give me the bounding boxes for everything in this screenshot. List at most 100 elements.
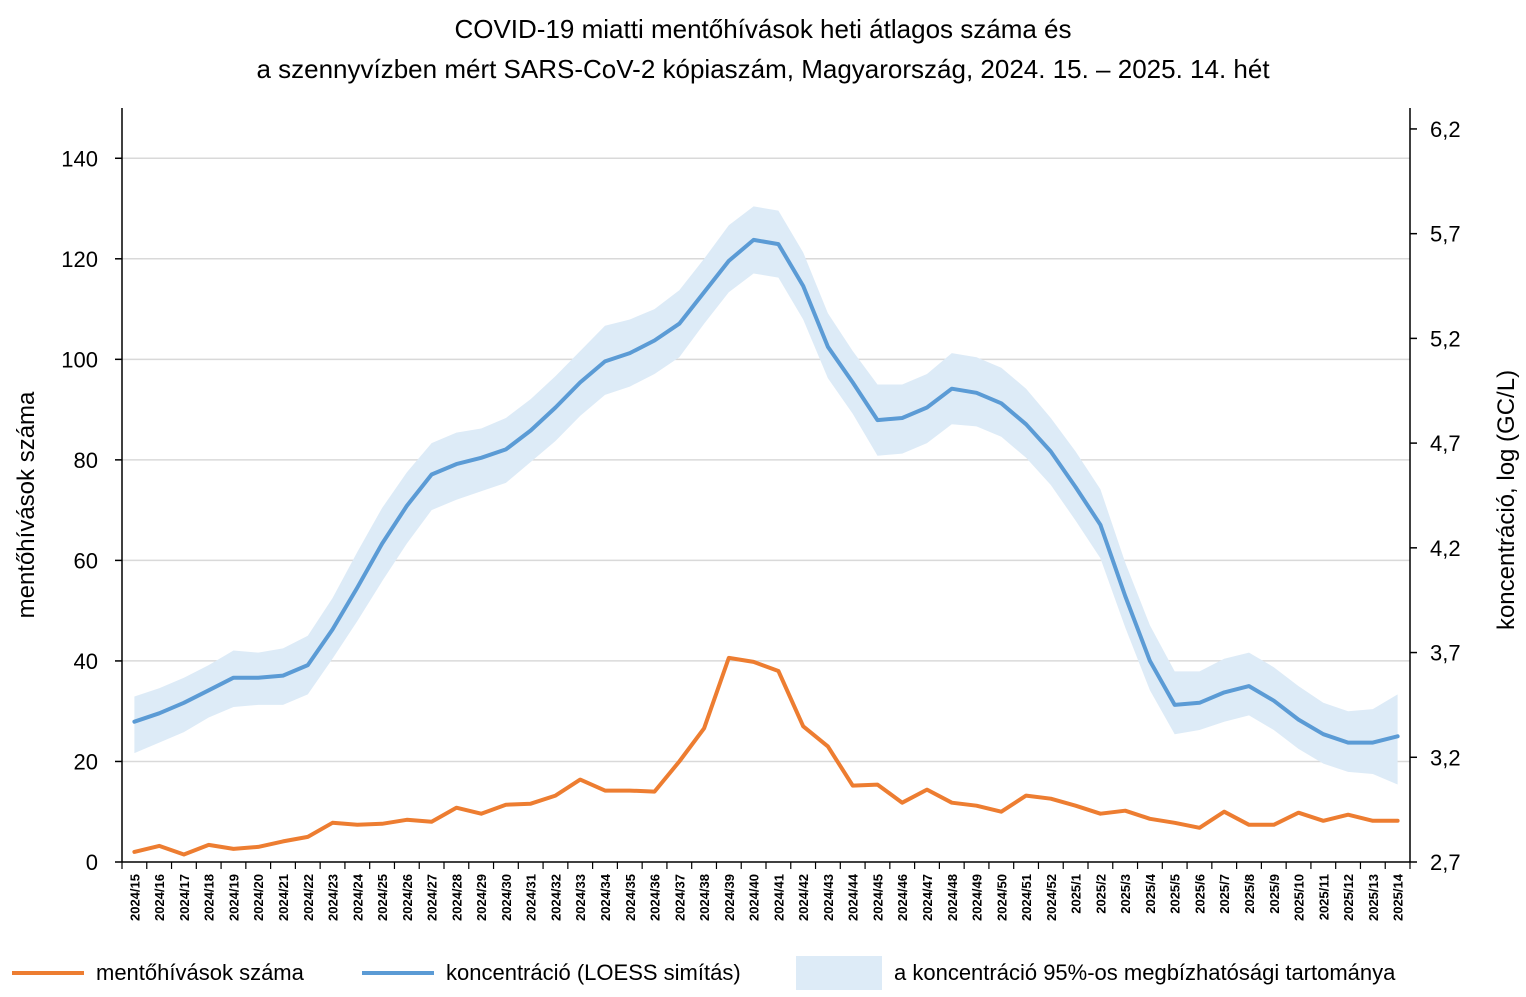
concentration-point xyxy=(975,391,979,395)
x-tick-label: 2024/17 xyxy=(177,874,192,921)
x-tick-label: 2024/52 xyxy=(1044,874,1059,921)
series-lines xyxy=(132,237,1400,857)
calls-point xyxy=(727,656,731,660)
concentration-point xyxy=(950,387,954,391)
calls-line xyxy=(132,655,1400,857)
y-tick-label: 20 xyxy=(74,749,98,774)
x-tick-label: 2024/43 xyxy=(821,874,836,921)
x-tick-label: 2025/1 xyxy=(1069,874,1084,914)
legend-label-band: a koncentráció 95%-os megbízhatósági tar… xyxy=(894,960,1396,985)
y2-tick-label: 2,7 xyxy=(1430,850,1461,875)
concentration-point xyxy=(207,688,211,692)
concentration-point xyxy=(132,720,136,724)
x-tick-label: 2024/48 xyxy=(945,874,960,921)
calls-point xyxy=(752,660,756,664)
x-tick-label: 2024/23 xyxy=(326,874,341,921)
x-tick-label: 2025/8 xyxy=(1242,874,1257,914)
calls-point xyxy=(132,850,136,854)
legend-item-concentration: koncentráció (LOESS simítás) xyxy=(362,955,741,991)
x-tick-label: 2024/15 xyxy=(127,874,142,921)
calls-point xyxy=(430,820,434,824)
x-tick-label: 2024/46 xyxy=(895,874,910,921)
x-tick-label: 2025/6 xyxy=(1192,874,1207,914)
concentration-point xyxy=(380,542,384,546)
concentration-point xyxy=(727,259,731,263)
concentration-point xyxy=(1272,699,1276,703)
calls-point xyxy=(529,802,533,806)
calls-point xyxy=(950,801,954,805)
concentration-point xyxy=(454,462,458,466)
x-tick-label: 2024/45 xyxy=(870,874,885,921)
y2-tick-label: 3,7 xyxy=(1430,641,1461,666)
confidence-band xyxy=(134,206,1398,785)
concentration-point xyxy=(851,380,855,384)
x-tick-label: 2025/14 xyxy=(1391,873,1406,921)
calls-point xyxy=(702,726,706,730)
concentration-point xyxy=(504,447,508,451)
legend-item-band: a koncentráció 95%-os megbízhatósági tar… xyxy=(796,955,1395,991)
x-tick-label: 2024/28 xyxy=(449,874,464,921)
y-tick-label: 140 xyxy=(61,146,98,171)
x-tick-label: 2024/21 xyxy=(276,874,291,921)
calls-point xyxy=(355,823,359,827)
calls-point xyxy=(454,806,458,810)
calls-point xyxy=(628,789,632,793)
concentration-point xyxy=(231,676,235,680)
concentration-point xyxy=(1321,732,1325,736)
calls-point xyxy=(1297,811,1301,815)
calls-point xyxy=(281,839,285,843)
calls-point xyxy=(1346,813,1350,817)
x-tick-label: 2024/18 xyxy=(202,874,217,921)
concentration-point xyxy=(1247,684,1251,688)
x-tick-label: 2024/29 xyxy=(474,874,489,921)
concentration-point xyxy=(1049,449,1053,453)
calls-point xyxy=(157,844,161,848)
concentration-point xyxy=(702,290,706,294)
concentration-point xyxy=(281,674,285,678)
x-tick-label: 2024/25 xyxy=(375,874,390,921)
legend-swatch-calls xyxy=(12,971,84,975)
concentration-point xyxy=(999,401,1003,405)
concentration-point xyxy=(1024,422,1028,426)
x-tick-label: 2024/19 xyxy=(226,874,241,921)
x-tick-label: 2025/11 xyxy=(1316,874,1331,920)
x-tick-label: 2024/40 xyxy=(747,874,762,921)
y2-tick-label: 5,7 xyxy=(1430,222,1461,247)
y-tick-label: 80 xyxy=(74,448,98,473)
y-tick-label: 40 xyxy=(74,649,98,674)
concentration-point xyxy=(1222,690,1226,694)
y2-axis-label: koncentráció, log (GC/L) xyxy=(1493,370,1520,630)
x-tick-label: 2024/36 xyxy=(648,874,663,921)
calls-point xyxy=(504,803,508,807)
x-tick-label: 2024/20 xyxy=(251,874,266,921)
calls-point xyxy=(182,852,186,856)
tick-labels: 0 20 40 60 80 100 120 140 2,7 3,2 3,7 4,2 4,7 5,2 5,7 6… xyxy=(13,117,1520,921)
concentration-line xyxy=(132,237,1400,745)
concentration-point xyxy=(355,586,359,590)
calls-point xyxy=(1371,819,1375,823)
calls-point xyxy=(900,801,904,805)
x-tick-label: 2024/39 xyxy=(722,874,737,921)
x-tick-label: 2025/4 xyxy=(1143,873,1158,914)
calls-point xyxy=(875,783,879,787)
concentration-point xyxy=(653,338,657,342)
x-tick-label: 2024/34 xyxy=(598,873,613,921)
x-tick-label: 2024/50 xyxy=(994,874,1009,921)
calls-point xyxy=(1024,794,1028,798)
legend-swatch-band xyxy=(796,956,882,990)
concentration-point xyxy=(331,628,335,632)
x-tick-label: 2025/9 xyxy=(1267,874,1282,914)
x-tick-label: 2024/30 xyxy=(499,874,514,921)
calls-point xyxy=(1049,797,1053,801)
concentration-point xyxy=(306,663,310,667)
y2-tick-label: 3,2 xyxy=(1430,745,1461,770)
calls-point xyxy=(380,822,384,826)
calls-point xyxy=(1247,823,1251,827)
x-tick-label: 2024/49 xyxy=(970,874,985,921)
calls-point xyxy=(479,812,483,816)
chart-title-line2: a szennyvízben mért SARS-CoV-2 kópiaszám… xyxy=(256,54,1270,84)
x-tick-label: 2024/47 xyxy=(920,874,935,921)
x-tick-label: 2024/31 xyxy=(524,874,539,921)
concentration-point xyxy=(801,284,805,288)
